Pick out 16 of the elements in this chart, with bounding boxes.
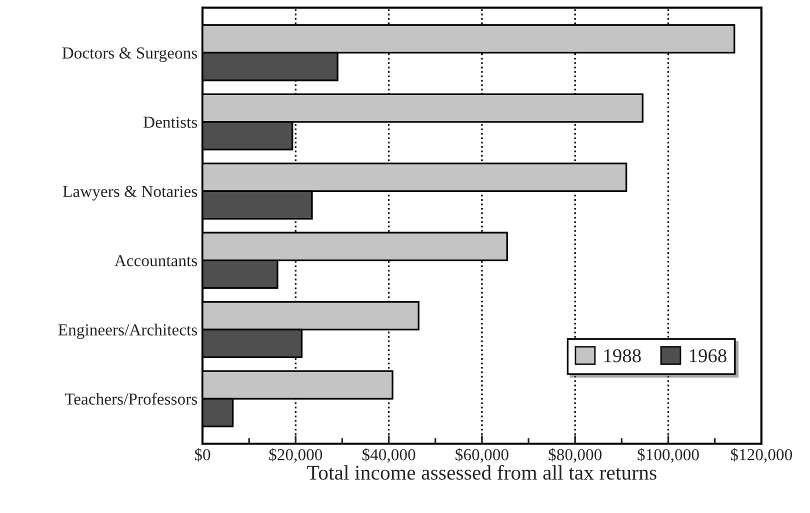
x-tick-label: $80,000	[548, 448, 602, 463]
x-tick-label: $120,000	[730, 448, 792, 463]
x-axis-title: Total income assessed from all tax returns	[307, 464, 656, 480]
legend-label: 1988	[604, 349, 641, 362]
x-tick-label: $20,000	[269, 448, 322, 463]
y-tick-label: Accountants	[114, 255, 198, 266]
y-tick-label: Engineers/Architects	[58, 324, 198, 339]
y-tick-label: Doctors & Surgeons	[62, 47, 198, 62]
legend-label: 1968	[690, 349, 726, 362]
y-tick-label: Lawyers & Notaries	[62, 186, 198, 200]
x-tick-label: $100,000	[638, 448, 699, 463]
x-tick-label: $40,000	[362, 448, 416, 463]
x-tick-label: $0	[194, 448, 210, 462]
x-tick-label: $60,000	[456, 448, 508, 463]
y-tick-label: Dentists	[143, 116, 198, 128]
y-tick-label: Teachers/Professors	[64, 392, 198, 405]
